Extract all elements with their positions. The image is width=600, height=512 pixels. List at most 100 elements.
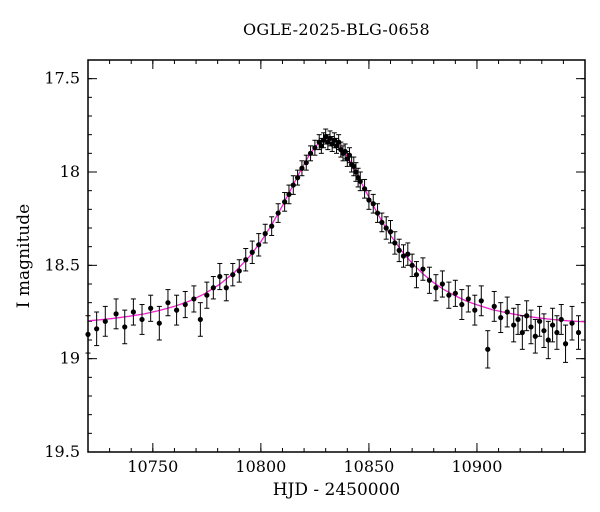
data-point: [575, 329, 582, 336]
data-point: [217, 273, 223, 280]
data-point: [230, 272, 236, 278]
data-point: [554, 329, 560, 336]
data-point: [405, 251, 411, 257]
data-point: [357, 178, 363, 184]
data-point: [249, 249, 255, 255]
data-point: [323, 133, 329, 140]
data-point: [446, 292, 452, 298]
data-point: [256, 242, 262, 248]
data-point: [156, 320, 162, 326]
data-point: [204, 292, 210, 298]
data-point: [122, 324, 128, 330]
data-point: [290, 182, 296, 188]
data-point: [353, 169, 359, 175]
data-point: [331, 137, 337, 143]
data-point: [549, 322, 556, 328]
data-point: [295, 175, 301, 181]
x-tick-label: 10900: [452, 457, 503, 476]
data-point: [210, 285, 216, 291]
data-point: [379, 219, 385, 225]
y-tick-label: 17.5: [44, 69, 80, 88]
data-point: [472, 307, 478, 313]
data-point: [299, 165, 305, 171]
data-point: [491, 303, 497, 309]
data-point: [400, 253, 407, 259]
data-point: [243, 257, 249, 263]
data-point: [374, 210, 381, 216]
data-point: [558, 316, 564, 323]
data-point: [336, 139, 342, 145]
data-point: [392, 240, 398, 246]
data-point: [498, 315, 504, 321]
data-point: [569, 320, 575, 326]
data-point: [361, 186, 368, 192]
data-point: [511, 322, 517, 328]
data-point: [366, 197, 372, 203]
data-point: [139, 316, 145, 323]
data-point: [519, 329, 525, 336]
data-point: [396, 247, 402, 253]
data-point: [537, 318, 543, 324]
data-point: [420, 266, 426, 272]
data-point: [383, 225, 389, 231]
x-tick-label: 10750: [127, 457, 178, 476]
data-point: [515, 316, 521, 323]
data-point: [148, 305, 154, 311]
data-point: [94, 326, 100, 332]
data-point: [426, 277, 433, 283]
data-point: [532, 333, 538, 339]
chart-title: OGLE-2025-BLG-0658: [242, 20, 431, 39]
data-point: [452, 290, 458, 296]
data-point: [413, 272, 420, 278]
x-tick-label: 10850: [343, 457, 394, 476]
data-point: [182, 301, 188, 308]
data-point: [439, 281, 445, 287]
data-point: [465, 296, 471, 302]
data-point: [459, 301, 465, 308]
data-point: [262, 231, 268, 237]
data-point: [223, 285, 229, 291]
data-point: [351, 163, 357, 169]
data-point: [433, 285, 439, 291]
model-curve-group: [87, 137, 586, 323]
data-point: [342, 148, 348, 155]
data-point: [562, 341, 569, 347]
data-point: [504, 309, 510, 315]
data-point: [545, 337, 551, 343]
y-tick-label: 19: [60, 349, 80, 368]
data-point: [102, 318, 108, 324]
x-axis-label: HJD - 2450000: [272, 480, 401, 500]
data-point: [286, 191, 292, 197]
data-point: [318, 143, 324, 149]
data-point: [370, 201, 376, 207]
y-tick-label: 19.5: [44, 442, 80, 461]
data-point: [346, 152, 353, 158]
y-tick-label: 18: [60, 162, 80, 181]
data-point: [197, 316, 203, 323]
data-point: [303, 160, 309, 166]
y-tick-label: 18.5: [44, 255, 80, 274]
data-point: [173, 307, 180, 313]
tick-labels: 10750 10800 10850 10900 17.5 18 18.5 19 19.5: [44, 69, 502, 476]
data-point: [327, 135, 333, 141]
data-point: [307, 150, 314, 156]
data-point: [191, 296, 197, 302]
x-tick-label: 10800: [235, 457, 286, 476]
data-point: [387, 229, 394, 235]
data-points: [85, 133, 582, 352]
model-curve: [87, 137, 586, 323]
data-point: [130, 309, 136, 315]
data-point: [312, 145, 318, 151]
error-bars: [85, 128, 582, 369]
data-point: [524, 313, 530, 319]
data-point: [478, 298, 484, 304]
plot-frame: [87, 59, 586, 453]
data-point: [269, 223, 275, 229]
data-point: [275, 210, 281, 216]
data-point: [541, 328, 547, 334]
data-point: [485, 346, 491, 352]
data-point: [236, 268, 242, 274]
data-point: [113, 311, 119, 317]
